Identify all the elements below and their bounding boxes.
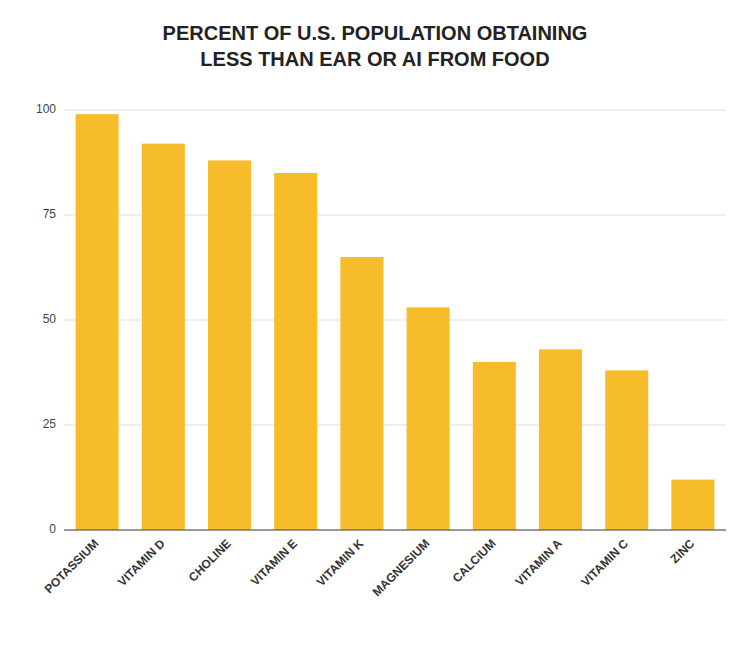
page: {"chart_data": {"type": "bar", "title": … (0, 0, 750, 660)
y-tick-label: 0 (49, 522, 56, 536)
bar (407, 307, 450, 530)
x-tick-label: VITAMIN K (314, 536, 367, 589)
x-tick-label: POTASSIUM (42, 536, 102, 596)
title: PERCENT OF U.S. POPULATION OBTAINING LESS… (163, 22, 588, 70)
bar (340, 257, 383, 530)
grid-line (64, 530, 726, 531)
bar (274, 173, 317, 530)
bar (671, 480, 714, 530)
title-line: LESS THAN EAR OR AI FROM FOOD (200, 48, 549, 70)
bar (208, 160, 251, 530)
bar (473, 362, 516, 530)
x-tick-label: VITAMIN D (115, 536, 168, 589)
grid-line (64, 110, 726, 111)
x-tick-label: VITAMIN E (248, 536, 300, 588)
x-tick-label: ZINC (668, 536, 698, 566)
x-tick-label: VITAMIN A (513, 536, 566, 589)
x-tick-label: MAGNESIUM (370, 536, 433, 599)
bars (76, 114, 715, 530)
grid (64, 110, 726, 530)
bar (605, 370, 648, 530)
y-tick-label: 75 (43, 207, 57, 221)
x-tick-label: CALCIUM (450, 536, 499, 585)
y-tick-label: 25 (43, 417, 57, 431)
bar (76, 114, 119, 530)
title-line: PERCENT OF U.S. POPULATION OBTAINING (163, 22, 588, 44)
y-tick-label: 50 (43, 312, 57, 326)
bar (142, 144, 185, 530)
x-axis-line (64, 529, 726, 530)
chart: PERCENT OF U.S. POPULATION OBTAINING LESS… (0, 0, 750, 660)
x-tick-label: CHOLINE (186, 536, 234, 584)
bar (539, 349, 582, 530)
x-tick-label: VITAMIN C (578, 536, 631, 589)
y-tick-label: 100 (36, 102, 56, 116)
